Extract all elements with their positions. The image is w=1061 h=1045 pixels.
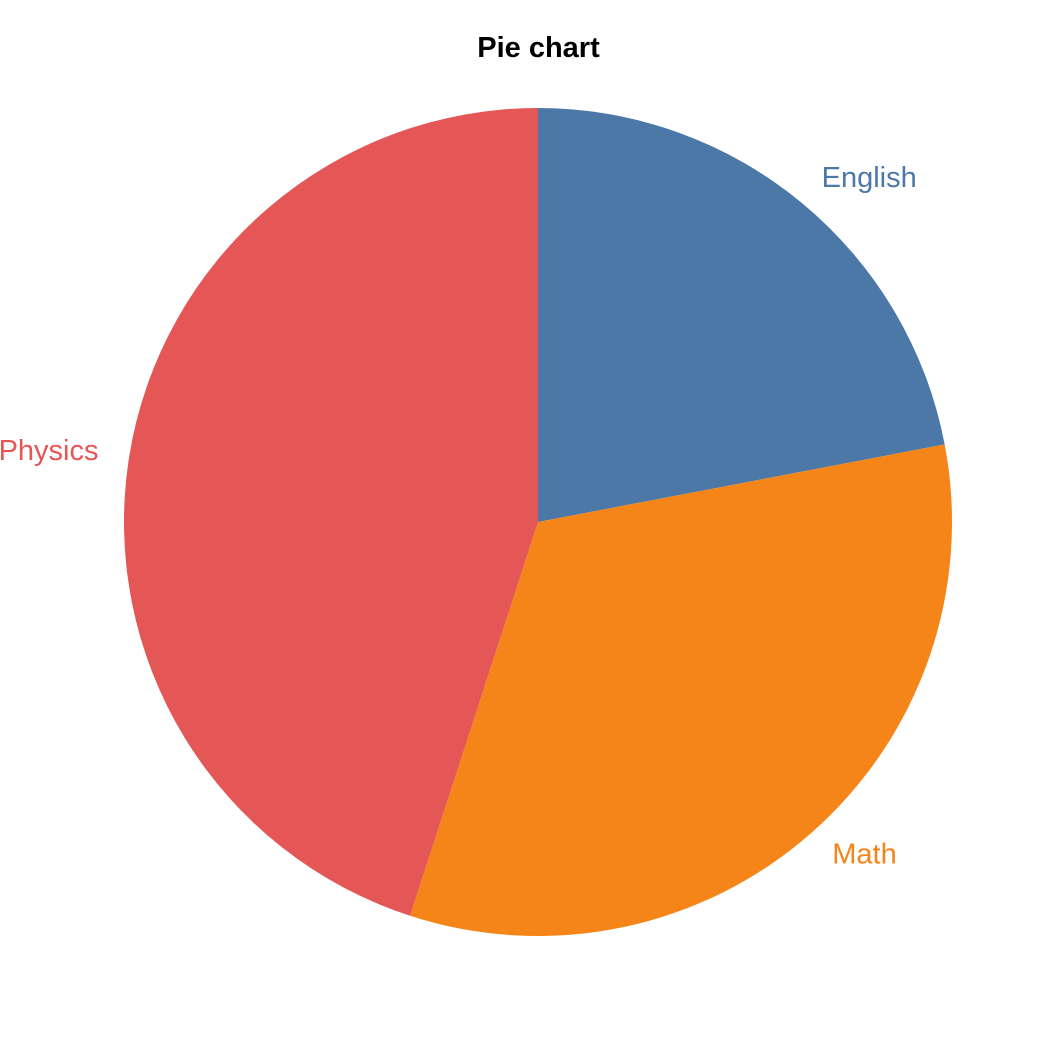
pie-labels: English Math Physics bbox=[0, 162, 917, 871]
pie-label-math: Math bbox=[832, 838, 896, 870]
pie-slice-english bbox=[538, 108, 945, 522]
pie-label-english: English bbox=[822, 162, 917, 194]
pie-label-physics: Physics bbox=[0, 435, 98, 467]
pie-slice-math bbox=[410, 444, 953, 937]
pie-slice-physics bbox=[123, 107, 538, 916]
pie-slices bbox=[123, 107, 953, 937]
chart-title: Pie chart bbox=[477, 32, 600, 64]
